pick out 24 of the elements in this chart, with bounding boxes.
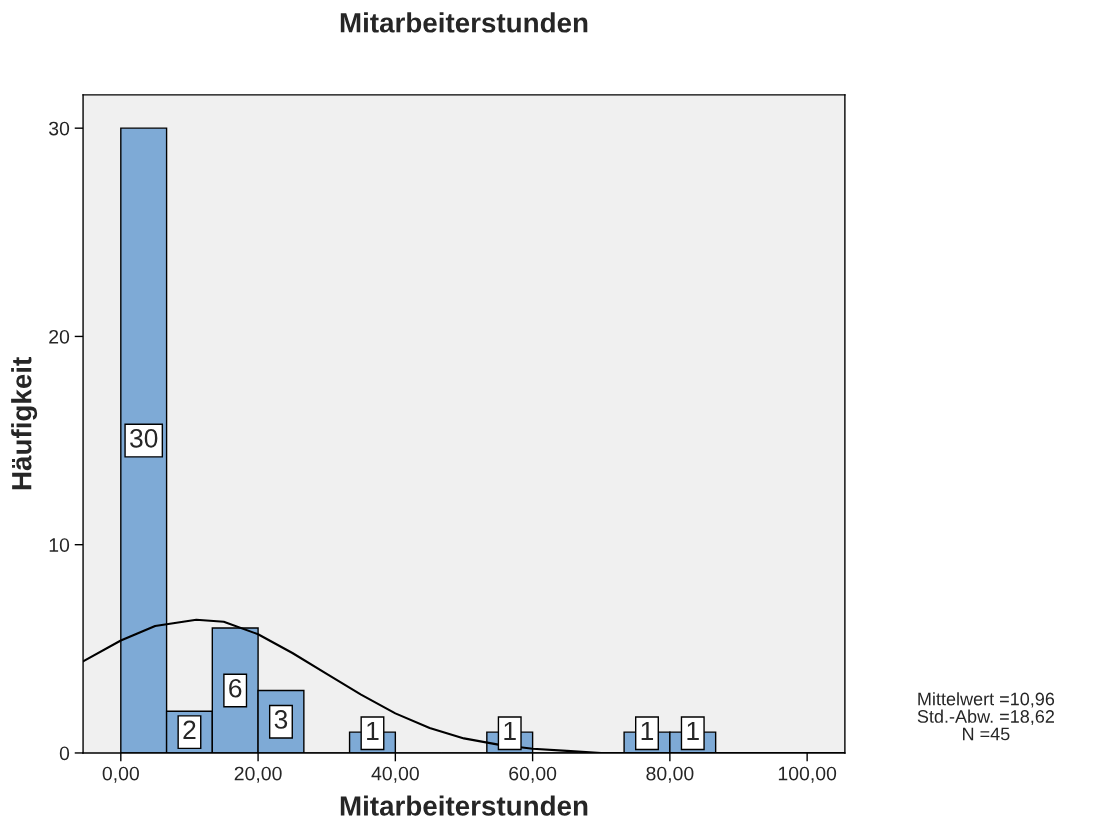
text: Std.-Abw. =18,62 xyxy=(917,709,1054,725)
data-label: 1 xyxy=(687,721,699,741)
y-tick-label: 30 xyxy=(48,121,70,136)
y-axis-title: Häufigkeit xyxy=(11,357,38,490)
x-axis-title: Mitarbeiterstunden xyxy=(340,795,588,816)
data-label: 1 xyxy=(367,721,379,741)
x-tick-label: 20,00 xyxy=(234,766,282,783)
chart-title: Mitarbeiterstunden xyxy=(340,12,588,33)
data-label: 30 xyxy=(130,428,158,448)
x-tick-label: 40,00 xyxy=(371,766,419,783)
data-label: 6 xyxy=(229,678,242,698)
x-tick-label: 60,00 xyxy=(509,766,557,783)
data-label: 2 xyxy=(183,720,196,739)
text: N =45 xyxy=(963,727,1010,741)
y-tick-label: 20 xyxy=(49,329,70,344)
text: Mittelwert =10,96 xyxy=(918,692,1055,708)
x-tick-label: 100,00 xyxy=(778,766,837,783)
y-tick-label: 0 xyxy=(59,746,70,761)
x-tick-label: 0,00 xyxy=(102,766,139,783)
data-label: 3 xyxy=(274,710,288,729)
data-label: 1 xyxy=(504,721,516,741)
x-tick-label: 80,00 xyxy=(646,766,694,783)
y-tick-label: 10 xyxy=(49,538,70,552)
data-label: 1 xyxy=(641,721,654,741)
